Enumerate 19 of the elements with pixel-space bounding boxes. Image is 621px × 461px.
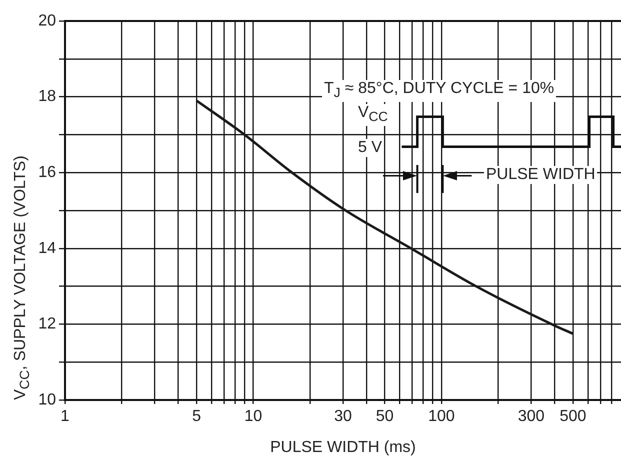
y-tick-label: 18 <box>38 88 56 106</box>
x-tick-label: 1 <box>60 408 70 426</box>
y-tick-label: 16 <box>38 164 56 182</box>
annotation: V$_{CC}$ <box>356 104 390 126</box>
y-tick-label: 20 <box>38 12 56 30</box>
x-tick-label: 30 <box>334 408 352 426</box>
x-tick-label: 50 <box>376 408 394 426</box>
x-tick-label: 500 <box>560 408 586 426</box>
x-tick-label: 5 <box>192 408 202 426</box>
y-tick-label: 10 <box>38 391 56 408</box>
y-tick-label: 12 <box>38 316 56 333</box>
annotation: T$_{J}$ ≈ 85°C, DUTY CYCLE = 10% <box>322 80 556 102</box>
x-tick-label: 300 <box>518 408 545 426</box>
annotation: 5 V <box>356 139 384 157</box>
x-axis-title: PULSE WIDTH (ms) <box>270 438 416 456</box>
x-tick-label: 100 <box>428 408 455 426</box>
y-tick-label: 14 <box>38 240 56 257</box>
annotation: PULSE WIDTH <box>484 166 598 184</box>
x-tick-label: 10 <box>244 408 262 426</box>
